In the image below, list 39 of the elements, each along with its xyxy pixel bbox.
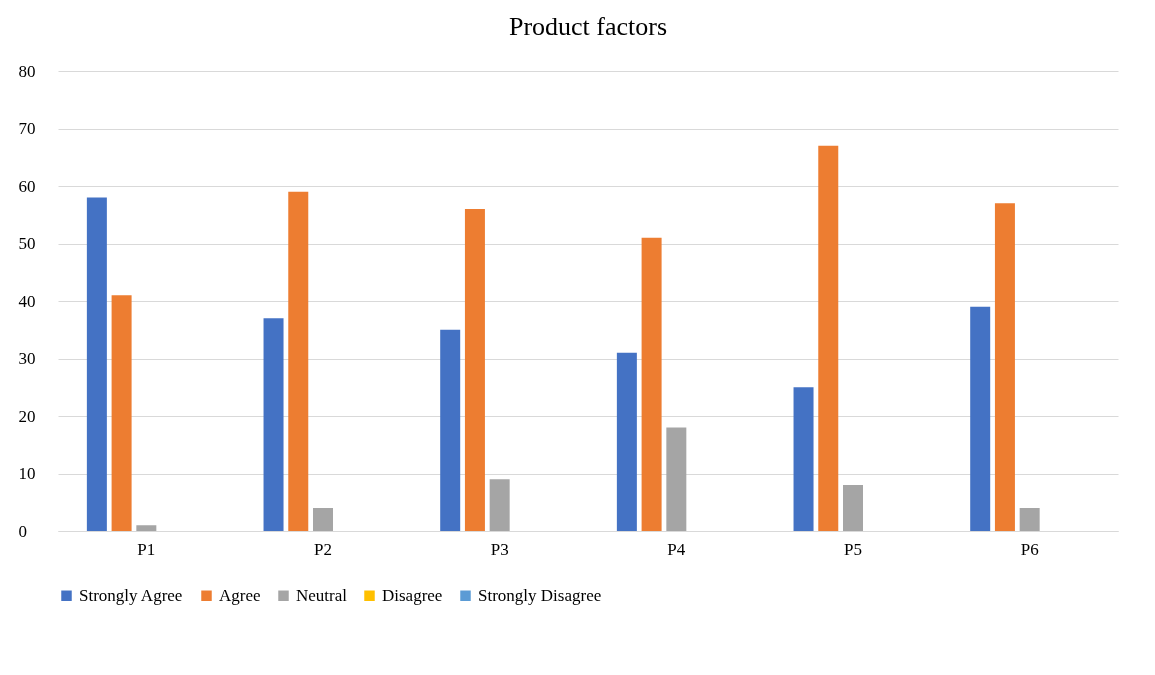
legend-label: Agree <box>219 585 261 605</box>
bar <box>288 191 309 531</box>
x-tick-label: P4 <box>667 539 686 559</box>
x-tick-label: P6 <box>1020 539 1039 559</box>
bar <box>464 209 485 531</box>
x-tick-label: P3 <box>490 539 509 559</box>
legend-label: Strongly Disagree <box>478 585 602 605</box>
legend-label: Disagree <box>382 585 443 605</box>
bar <box>843 485 863 531</box>
bar <box>86 197 107 531</box>
y-tick-label: 60 <box>18 176 36 196</box>
y-tick-label: 30 <box>18 349 36 368</box>
bar <box>1019 508 1040 531</box>
bar <box>994 203 1015 531</box>
bar <box>616 352 637 531</box>
y-tick-label: 0 <box>18 521 27 541</box>
bar <box>440 329 461 531</box>
bar <box>111 295 132 531</box>
x-tick-label: P2 <box>314 539 332 559</box>
y-tick-label: 10 <box>18 464 36 483</box>
chart-title: Product factors <box>508 12 668 41</box>
bar <box>970 306 991 531</box>
bar <box>666 427 687 531</box>
x-tick-label: P1 <box>137 539 156 559</box>
bar <box>136 525 157 531</box>
bar <box>793 387 814 531</box>
bar <box>818 145 839 531</box>
legend-label: Neutral <box>296 585 348 605</box>
bar <box>313 508 333 531</box>
y-tick-label: 50 <box>18 234 36 253</box>
x-tick-label: P5 <box>844 539 862 559</box>
bar <box>641 237 662 531</box>
y-tick-label: 40 <box>18 291 36 311</box>
bar <box>263 318 284 531</box>
legend-label: Strongly Agree <box>79 585 183 605</box>
bar <box>489 479 510 531</box>
y-tick-label: 70 <box>18 119 36 138</box>
y-tick-label: 80 <box>18 61 36 81</box>
y-tick-label: 20 <box>18 406 36 426</box>
